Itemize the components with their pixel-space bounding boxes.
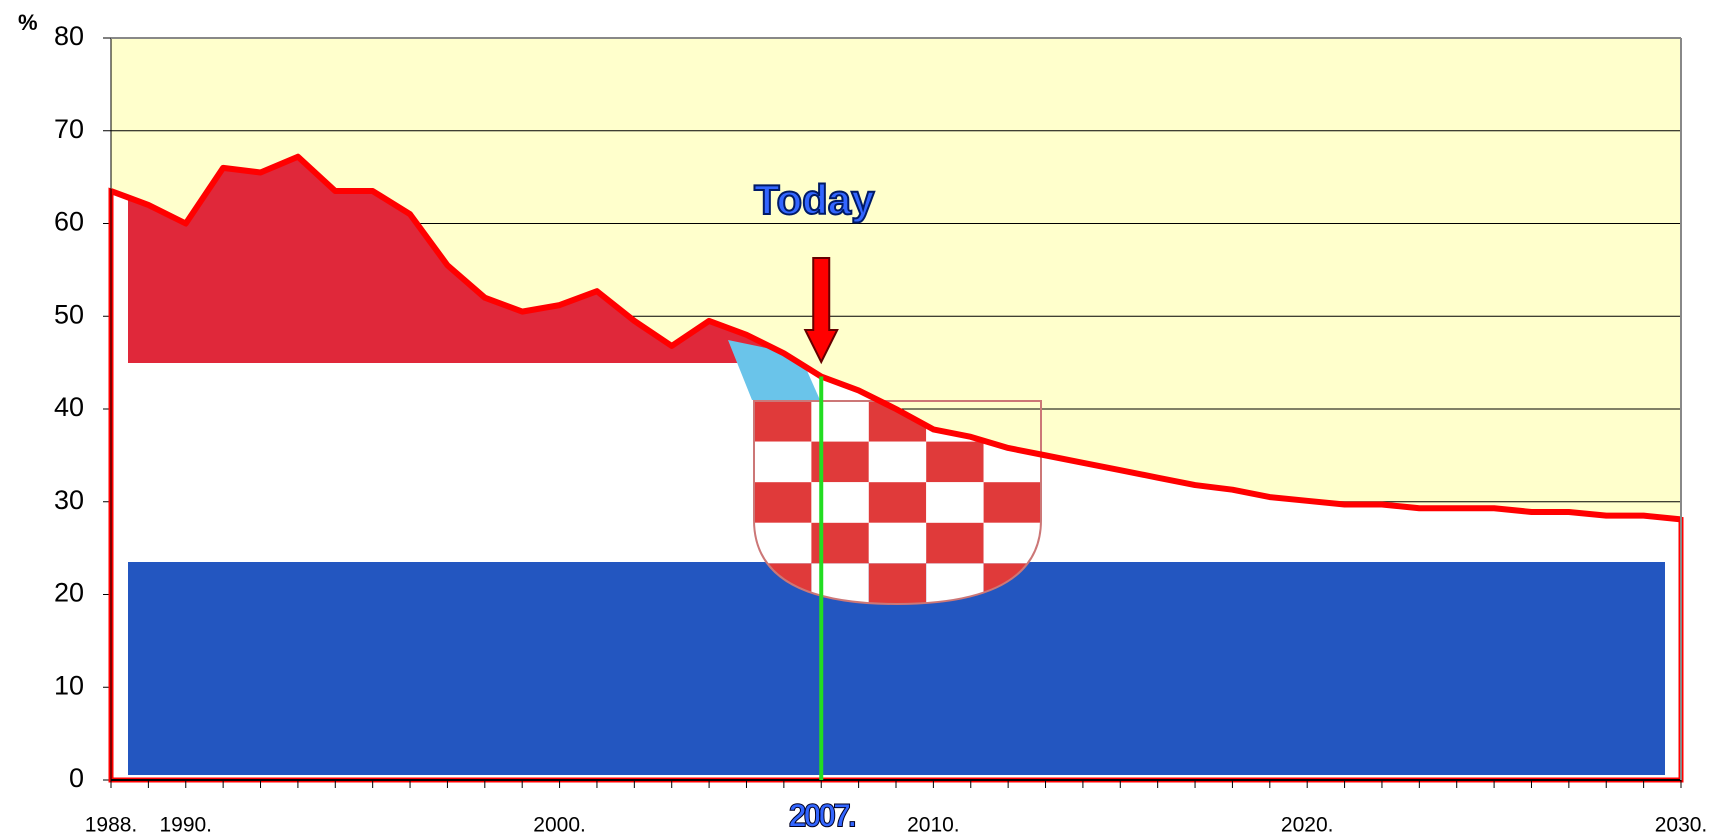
y-axis-label: %	[18, 10, 38, 35]
y-tick-label: 60	[54, 207, 84, 237]
x-tick-label: 2000.	[533, 814, 586, 837]
x-tick-label: 2030.	[1655, 814, 1708, 837]
shield-outline	[753, 400, 1042, 606]
x-tick-label: 2007.	[789, 797, 855, 833]
y-tick-label: 70	[54, 114, 84, 144]
y-tick-label: 50	[54, 299, 84, 329]
y-tick-label: 0	[69, 763, 84, 793]
x-tick-label: 2010.	[907, 814, 960, 837]
x-tick-label: 2020.	[1281, 814, 1334, 837]
annotation: Today	[754, 176, 875, 223]
x-tick-label: 1988.	[85, 814, 138, 837]
line	[109, 153, 1682, 523]
y-tick-label: 10	[54, 670, 84, 700]
y-tick-label: 40	[54, 392, 84, 422]
x-tick-label: 1990.	[159, 814, 212, 837]
y-tick-label: 20	[54, 578, 84, 608]
y-tick-label: 30	[54, 485, 84, 515]
y-tick-label: 80	[54, 21, 84, 51]
today-arrow	[803, 257, 839, 365]
